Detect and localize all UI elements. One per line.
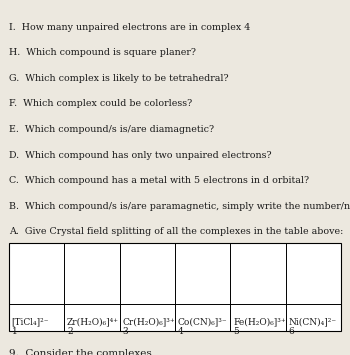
Text: 4: 4 [178,327,183,336]
Text: 2: 2 [67,327,72,336]
Text: [TiCl₄]²⁻: [TiCl₄]²⁻ [12,317,49,326]
Text: I.  How many unpaired electrons are in complex 4: I. How many unpaired electrons are in co… [9,23,250,32]
Text: B.  Which compound/s is/are paramagnetic, simply write the number/numbers 1-6?: B. Which compound/s is/are paramagnetic,… [9,202,350,211]
Text: D.  Which compound has only two unpaired electrons?: D. Which compound has only two unpaired … [9,151,271,159]
Text: H.  Which compound is square planer?: H. Which compound is square planer? [9,48,196,57]
Text: G.  Which complex is likely to be tetrahedral?: G. Which complex is likely to be tetrahe… [9,74,228,83]
Text: 6: 6 [289,327,294,336]
FancyBboxPatch shape [9,243,341,331]
Text: A.  Give Crystal field splitting of all the complexes in the table above:: A. Give Crystal field splitting of all t… [9,227,343,236]
Text: E.  Which compound/s is/are diamagnetic?: E. Which compound/s is/are diamagnetic? [9,125,214,134]
Text: Fe(H₂O)₆]³⁺: Fe(H₂O)₆]³⁺ [233,317,286,326]
Text: 9.  Consider the complexes: 9. Consider the complexes [9,349,152,355]
Text: Ni(CN)₄]²⁻: Ni(CN)₄]²⁻ [289,317,337,326]
Text: Co(CN)₆]³⁻: Co(CN)₆]³⁻ [178,317,228,326]
Text: F.  Which complex could be colorless?: F. Which complex could be colorless? [9,99,192,108]
Text: 3: 3 [122,327,128,336]
Text: 5: 5 [233,327,239,336]
Text: Zr(H₂O)₆]⁴⁺: Zr(H₂O)₆]⁴⁺ [67,317,119,326]
Text: 1: 1 [12,327,17,336]
Text: C.  Which compound has a metal with 5 electrons in d orbital?: C. Which compound has a metal with 5 ele… [9,176,309,185]
Text: Cr(H₂O)₆]³⁺: Cr(H₂O)₆]³⁺ [122,317,175,326]
